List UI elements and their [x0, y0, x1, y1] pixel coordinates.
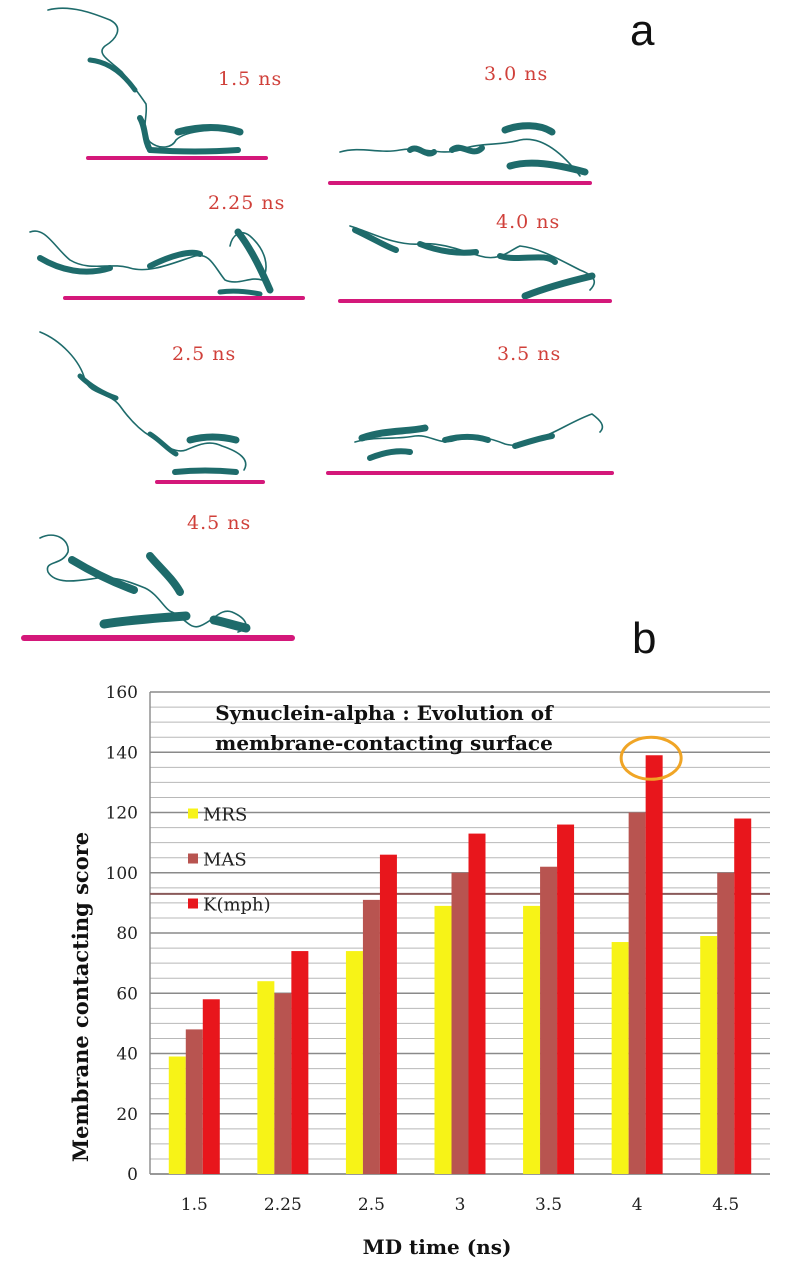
legend: MRS MAS K(mph): [188, 805, 271, 916]
legend-label-MAS: MAS: [203, 850, 247, 871]
bar-K(mph)-3.5: [557, 824, 575, 1174]
x-axis-label: MD time (ns): [363, 1235, 512, 1259]
bar-MRS-1.5: [168, 1056, 186, 1174]
x-tick-label: 2.5: [358, 1195, 385, 1215]
bar-K(mph)-1.5: [202, 999, 220, 1174]
legend-swatch-MRS: [188, 808, 198, 819]
protein-snapshot-4-5ns: [39, 534, 251, 633]
bar-MRS-4: [611, 942, 629, 1174]
time-label-4-5ns: 4.5 ns: [187, 512, 252, 534]
panel-b-letter: b: [632, 614, 657, 663]
chart-title-line-2: membrane-contacting surface: [215, 731, 553, 755]
y-axis-label: Membrane contacting score: [68, 832, 93, 1162]
bar-K(mph)-3: [468, 833, 486, 1174]
bar-K(mph)-2.25: [291, 951, 309, 1174]
x-tick-label: 4.5: [712, 1195, 739, 1215]
bar-MAS-1.5: [185, 1029, 203, 1174]
bar-MAS-3.5: [540, 866, 558, 1174]
y-tick-label: 40: [116, 1045, 138, 1065]
protein-snapshot-3-0ns: [339, 122, 589, 177]
protein-snapshot-3-5ns: [354, 413, 604, 461]
time-label-4-0ns: 4.0 ns: [496, 211, 561, 233]
legend-swatch-K(mph): [188, 898, 198, 909]
bar-MRS-2.25: [257, 981, 275, 1174]
protein-snapshots: [21, 7, 614, 641]
bar-K(mph)-4: [645, 755, 663, 1174]
panel-a-letter: a: [630, 6, 655, 55]
protein-snapshot-2-25ns: [29, 228, 274, 297]
x-tick-label: 4: [632, 1195, 643, 1215]
highlight-circle: [619, 735, 683, 781]
bar-K(mph)-2.5: [379, 854, 397, 1174]
x-tick-label: 2.25: [264, 1195, 302, 1215]
y-tick-label: 80: [116, 924, 138, 944]
y-tick-label: 100: [106, 864, 138, 884]
y-tick-label: 0: [127, 1165, 138, 1185]
y-tick-label: 60: [116, 984, 138, 1004]
bar-MRS-3.5: [523, 905, 541, 1174]
y-tick-label: 20: [116, 1105, 138, 1125]
bar-chart: 0 20 40 60 80 100 120 140 160 1.5 2.25 2.5 3 3.5 4 4.5…: [68, 683, 770, 1259]
time-label-3-0ns: 3.0 ns: [484, 63, 549, 85]
bar-MAS-3: [451, 872, 469, 1174]
bar-K(mph)-4.5: [734, 818, 752, 1174]
bar-MAS-2.5: [362, 899, 380, 1174]
bar-MAS-4.5: [717, 872, 735, 1174]
bar-MRS-4.5: [700, 936, 718, 1174]
x-tick-label: 3.5: [535, 1195, 562, 1215]
bar-MRS-2.5: [345, 951, 363, 1174]
time-label-3-5ns: 3.5 ns: [497, 343, 562, 365]
protein-snapshot-1-5ns: [47, 7, 244, 155]
legend-label-K(mph): K(mph): [203, 895, 271, 916]
x-tick-label: 3: [455, 1195, 466, 1215]
y-tick-label: 160: [106, 683, 138, 703]
protein-snapshot-2-5ns: [39, 331, 247, 475]
y-tick-label: 120: [106, 804, 138, 824]
protein-snapshot-4-0ns: [349, 225, 596, 300]
chart-title-line-1: Synuclein-alpha : Evolution of: [215, 701, 554, 725]
y-tick-label: 140: [106, 743, 138, 763]
time-label-2-25ns: 2.25 ns: [208, 192, 286, 214]
bar-MRS-3: [434, 905, 452, 1174]
time-label-1-5ns: 1.5 ns: [218, 68, 283, 90]
legend-swatch-MAS: [188, 853, 198, 864]
x-tick-label: 1.5: [181, 1195, 208, 1215]
bar-MAS-2.25: [274, 993, 292, 1174]
legend-label-MRS: MRS: [203, 805, 247, 826]
bar-MAS-4: [628, 812, 646, 1174]
time-label-2-5ns: 2.5 ns: [172, 343, 237, 365]
